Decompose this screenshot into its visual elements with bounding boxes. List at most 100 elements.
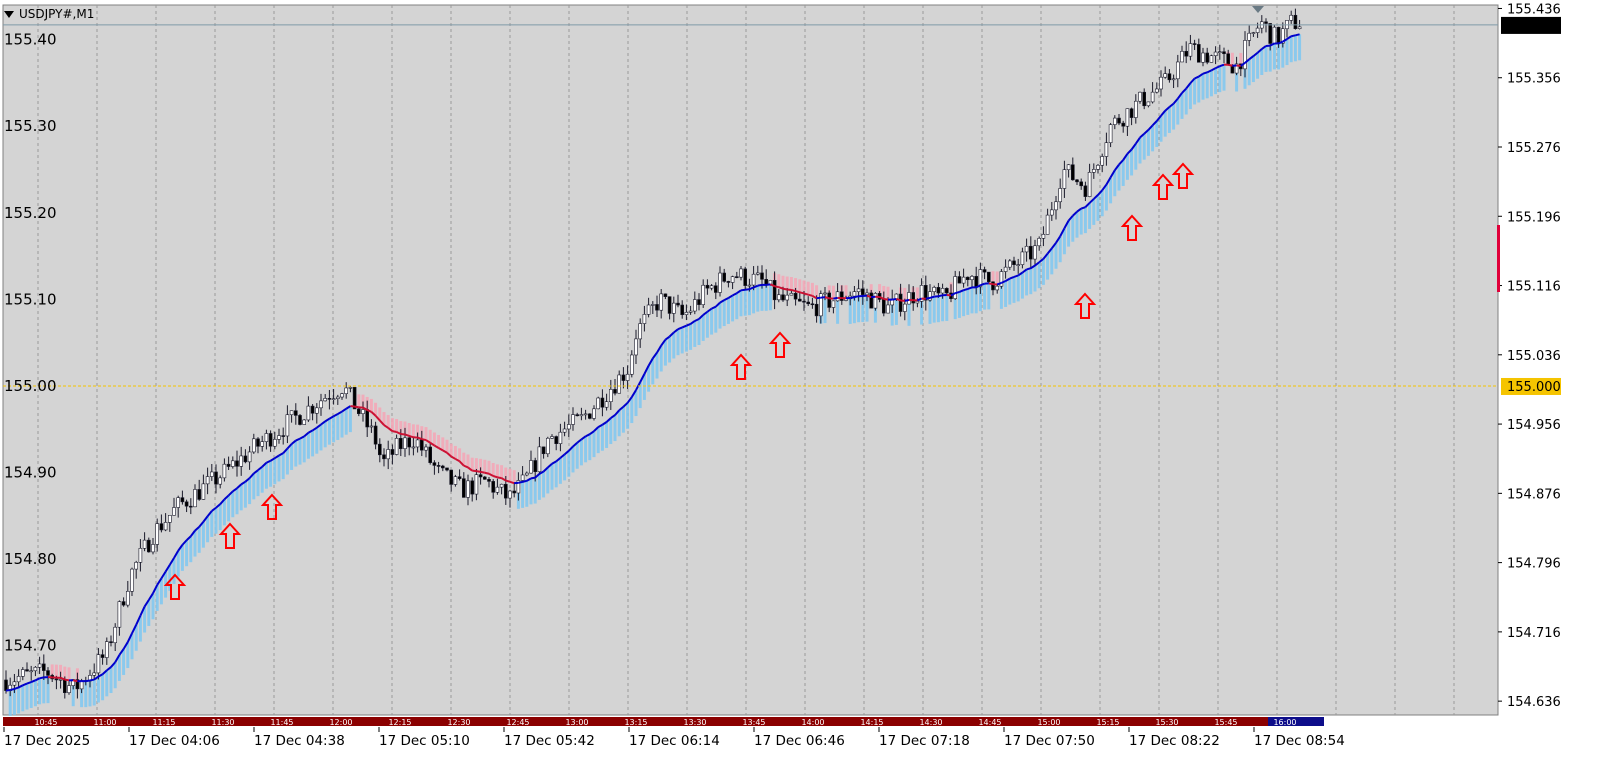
ma-segment bbox=[290, 439, 297, 445]
ma-segment bbox=[147, 592, 154, 601]
ma-segment bbox=[929, 295, 935, 299]
candle-body bbox=[105, 641, 109, 658]
ma-line bbox=[5, 33, 1300, 692]
candle-body bbox=[470, 480, 475, 495]
candle-body bbox=[932, 287, 937, 292]
candle-body bbox=[919, 285, 924, 302]
ma-segment bbox=[988, 282, 994, 286]
candle-body bbox=[617, 374, 622, 394]
ma-segment bbox=[1269, 42, 1275, 47]
ma-segment bbox=[1080, 206, 1086, 210]
ma-segment bbox=[959, 289, 964, 293]
ma-segment bbox=[673, 328, 679, 334]
candle-body bbox=[260, 441, 265, 447]
candle-body bbox=[210, 471, 214, 477]
symbol-header[interactable]: USDJPY#,M1 bbox=[4, 7, 94, 21]
ma-segment bbox=[1252, 51, 1259, 57]
candle-body bbox=[818, 293, 823, 317]
ma-segment bbox=[938, 294, 943, 298]
ma-segment bbox=[526, 477, 532, 482]
candle-body bbox=[928, 291, 932, 301]
candle-body bbox=[722, 272, 727, 282]
ma-segment bbox=[1042, 253, 1049, 260]
ma-segment bbox=[387, 427, 394, 432]
candle-body bbox=[797, 298, 802, 302]
ma-segment bbox=[467, 466, 473, 472]
candle-body bbox=[655, 304, 659, 311]
buy-signals bbox=[163, 162, 1195, 600]
candle-body bbox=[986, 271, 991, 283]
ma-segment bbox=[1139, 132, 1145, 139]
ma-segment bbox=[656, 345, 663, 354]
ma-segment bbox=[265, 459, 272, 464]
ma-segment bbox=[925, 296, 931, 300]
candle-body bbox=[1079, 181, 1083, 187]
ma-segment bbox=[753, 284, 759, 289]
candle-body bbox=[449, 469, 454, 485]
current-price-label: 155.417 bbox=[1507, 19, 1561, 34]
ma-segment bbox=[106, 666, 112, 672]
candle-body bbox=[67, 685, 71, 694]
candle-body bbox=[4, 679, 8, 691]
candle-body bbox=[604, 401, 609, 408]
candle-body bbox=[902, 303, 907, 312]
ma-segment bbox=[816, 296, 821, 300]
ma-segment bbox=[963, 287, 969, 292]
candle-body bbox=[839, 291, 844, 301]
candle-body bbox=[327, 398, 332, 400]
session-bar: 10:45 11:00 11:15 11:30 11:45 12:00 12:15 12:30… bbox=[3, 717, 1324, 727]
candle-body bbox=[252, 438, 256, 453]
candle-body bbox=[382, 454, 386, 460]
candle-body bbox=[697, 299, 701, 305]
ma-segment bbox=[227, 490, 234, 497]
ma-segment bbox=[433, 444, 440, 449]
candle-body bbox=[1087, 172, 1092, 197]
candle-body bbox=[1012, 260, 1016, 265]
time-label: 17 Dec 05:42 bbox=[504, 733, 595, 749]
candle-body bbox=[1092, 169, 1096, 173]
ma-segment bbox=[362, 406, 368, 411]
candle-body bbox=[1272, 26, 1277, 44]
candle-body bbox=[1108, 124, 1113, 144]
ma-segment bbox=[1244, 58, 1250, 64]
candle-body bbox=[692, 299, 697, 312]
ma-segment bbox=[559, 453, 566, 459]
right-axis-label: 154.876 bbox=[1507, 487, 1561, 502]
ma-segment bbox=[408, 435, 414, 439]
ma-segment bbox=[1046, 247, 1053, 255]
left-axis-label: 154.70 bbox=[4, 637, 57, 655]
ma-segment bbox=[1122, 153, 1129, 161]
ma-segment bbox=[626, 396, 633, 404]
ma-segment bbox=[1076, 207, 1082, 213]
candle-body bbox=[71, 679, 75, 686]
left-axis-label: 155.00 bbox=[4, 377, 57, 395]
ma-segment bbox=[1017, 271, 1023, 277]
candle-body bbox=[634, 338, 638, 356]
ma-segment bbox=[404, 433, 410, 437]
ma-segment bbox=[1009, 275, 1015, 280]
volume-marker bbox=[1497, 225, 1500, 292]
ma-segment bbox=[131, 624, 138, 634]
candle-body bbox=[852, 291, 857, 297]
session-label: 12:00 bbox=[329, 718, 352, 727]
ma-segment bbox=[1126, 148, 1133, 155]
ma-segment bbox=[1038, 258, 1045, 264]
candle-body bbox=[1075, 179, 1079, 183]
candle-body bbox=[180, 497, 185, 503]
dropdown-triangle-icon[interactable] bbox=[4, 10, 14, 18]
candle-body bbox=[550, 436, 554, 439]
ma-segment bbox=[509, 480, 515, 485]
session-label: 14:00 bbox=[801, 718, 824, 727]
candle-body bbox=[1213, 51, 1218, 57]
ma-segment bbox=[417, 436, 423, 441]
ma-segment bbox=[303, 432, 310, 438]
ma-segment bbox=[677, 326, 683, 331]
ma-segment bbox=[745, 288, 750, 291]
candle-body bbox=[965, 276, 970, 281]
candle-body bbox=[953, 276, 958, 299]
ma-segment bbox=[1261, 45, 1267, 50]
candle-body bbox=[944, 288, 949, 294]
ma-segment bbox=[1067, 215, 1074, 222]
